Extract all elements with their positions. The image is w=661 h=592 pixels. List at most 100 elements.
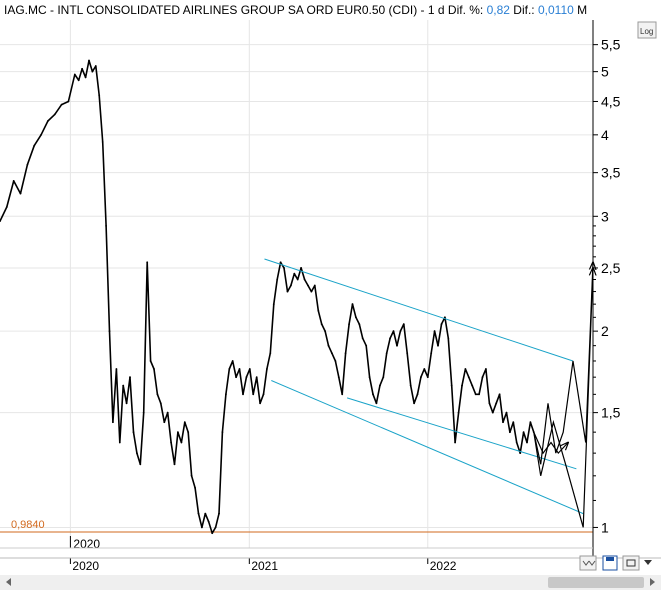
price-point — [94, 65, 97, 67]
price-point — [132, 431, 135, 434]
trend-channel-line — [264, 258, 574, 362]
price-point — [221, 431, 224, 434]
price-point — [320, 323, 323, 325]
price-series — [0, 59, 535, 535]
price-point — [77, 79, 80, 82]
price-point — [276, 278, 279, 281]
plot-area — [0, 20, 593, 548]
price-point — [255, 376, 258, 379]
zoom-icon[interactable] — [579, 555, 597, 571]
zoom-icon-glyph — [582, 560, 596, 566]
price-point — [129, 376, 131, 379]
price-point — [416, 393, 419, 396]
price-point — [98, 94, 101, 97]
scrollbar-thumb — [548, 577, 644, 588]
price-point — [430, 352, 433, 355]
price-point — [156, 393, 159, 396]
price-point — [228, 368, 231, 370]
price-point — [183, 421, 186, 424]
y-tick-label: 5,5 — [601, 37, 621, 53]
log-toggle-box — [637, 21, 657, 39]
price-point — [60, 103, 63, 106]
price-point — [207, 520, 210, 523]
chart-header: IAG.MC - INTL CONSOLIDATED AIRLINES GROU… — [4, 3, 588, 17]
annotations — [264, 258, 593, 528]
price-point — [457, 411, 460, 414]
price-point — [379, 384, 381, 387]
price-point — [471, 384, 474, 387]
price-point — [252, 393, 255, 396]
price-point — [317, 309, 320, 312]
instrument-name: INTL CONSOLIDATED AIRLINES GROUP SA ORD … — [57, 3, 418, 17]
x-tick-label: 2022 — [430, 559, 457, 573]
price-point — [358, 323, 361, 325]
price-point — [485, 368, 487, 370]
price-point — [361, 337, 364, 340]
price-point — [392, 330, 395, 332]
price-line — [0, 59, 535, 535]
price-point — [262, 393, 265, 396]
price-point — [509, 431, 511, 434]
price-point — [529, 421, 532, 424]
reference-line-label: 0,9840 — [11, 519, 45, 531]
price-point — [461, 384, 463, 387]
price-point — [334, 360, 337, 362]
price-point — [218, 512, 220, 515]
window-icon[interactable] — [622, 555, 640, 571]
axes: 5,5 5 4,5 4 3,5 3 2,5 2 1,5 1 2020 2021 2022 2020 — [0, 20, 661, 573]
price-point — [122, 384, 125, 387]
price-point — [12, 180, 15, 182]
price-point — [385, 352, 388, 355]
price-point — [293, 272, 296, 275]
price-point — [423, 368, 426, 370]
scroll-right-icon — [650, 578, 655, 586]
price-point — [26, 163, 29, 166]
pct-change-label: Dif. %: — [447, 3, 484, 17]
window-icon-glyph — [626, 559, 636, 567]
y-tick-label: 4 — [601, 127, 609, 143]
price-point — [190, 474, 193, 477]
price-point — [526, 441, 528, 444]
chart-controls: Log — [0, 21, 661, 590]
price-point — [115, 368, 118, 370]
price-point — [341, 393, 344, 396]
price-point — [166, 411, 169, 414]
price-point — [173, 463, 176, 466]
price-point — [481, 376, 484, 379]
price-point — [170, 441, 173, 444]
x-tick-label: 2021 — [251, 559, 278, 573]
price-point — [231, 360, 234, 362]
trend-channel-line — [271, 380, 584, 515]
price-point — [372, 393, 374, 396]
menu-icon[interactable] — [644, 560, 652, 565]
price-point — [502, 421, 504, 424]
log-scale-toggle[interactable]: Log — [637, 21, 657, 39]
price-point — [303, 278, 306, 281]
price-point — [426, 376, 429, 379]
price-point — [125, 402, 128, 405]
price-point — [389, 337, 391, 340]
price-point — [101, 141, 104, 143]
price-point — [296, 278, 299, 281]
price-point — [108, 330, 111, 332]
price-point — [286, 290, 289, 293]
price-point — [88, 59, 90, 62]
horizontal-scrollbar[interactable] — [0, 575, 661, 590]
price-point — [33, 144, 36, 147]
price-point — [149, 360, 152, 362]
save-icon[interactable] — [602, 555, 618, 571]
price-point — [159, 402, 162, 405]
y-tick-label: 1 — [601, 519, 609, 535]
price-point — [214, 526, 217, 529]
price-point — [406, 352, 409, 355]
price-point — [142, 411, 145, 414]
log-toggle-label: Log — [640, 27, 653, 36]
price-point — [0, 220, 1, 222]
price-point — [84, 76, 87, 79]
reference-line-group: 0,9840 — [0, 519, 593, 533]
price-point — [307, 284, 309, 287]
price-point — [324, 330, 326, 332]
price-point — [444, 316, 446, 319]
price-point — [279, 261, 282, 264]
